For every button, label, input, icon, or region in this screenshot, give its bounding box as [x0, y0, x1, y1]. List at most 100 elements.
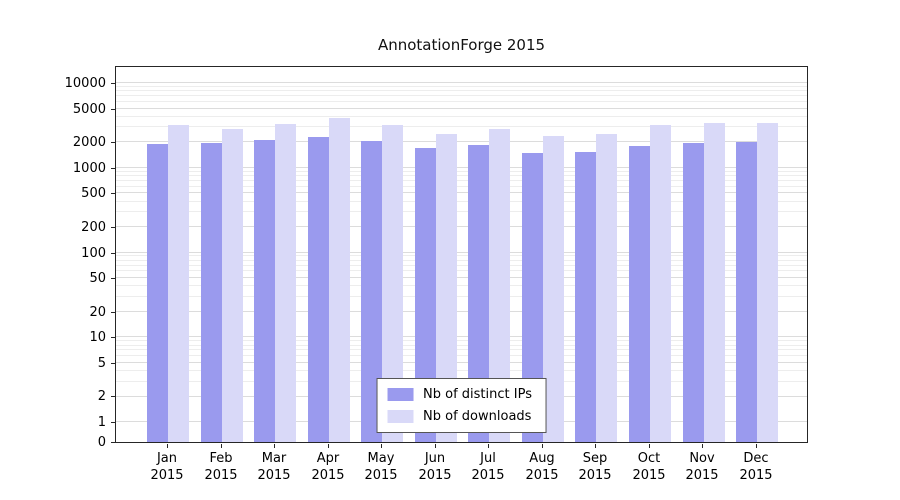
y-tick-label: 500	[81, 186, 106, 201]
y-tick-label: 200	[81, 220, 106, 235]
y-tick	[111, 312, 115, 313]
gridline-minor	[116, 200, 807, 202]
x-tick-month: Jun	[424, 451, 446, 466]
x-tick-year: 2015	[311, 468, 345, 483]
gridline-minor	[116, 344, 807, 346]
y-tick-label: 10	[89, 330, 106, 345]
y-tick-label: 10000	[64, 76, 106, 91]
y-tick	[111, 142, 115, 143]
gridline-minor	[116, 295, 807, 297]
gridline-minor	[116, 370, 807, 371]
y-tick	[111, 193, 115, 194]
bar-distinct-ips-apr	[307, 137, 329, 442]
x-tick	[542, 444, 543, 448]
bar-downloads-jun	[435, 134, 457, 442]
y-tick-label: 1	[97, 415, 106, 430]
x-tick	[328, 444, 329, 448]
x-tick-month: Aug	[529, 451, 555, 466]
x-tick-year: 2015	[150, 468, 184, 483]
x-tick-month: Nov	[689, 451, 715, 466]
bar-downloads-jan	[168, 124, 189, 442]
x-tick	[756, 444, 757, 448]
chart-title: AnnotationForge 2015	[377, 36, 546, 54]
gridline-minor	[116, 185, 807, 187]
gridline-minor	[116, 355, 807, 357]
y-tick	[111, 168, 115, 169]
y-tick-label: 100	[81, 246, 106, 261]
gridline-major	[116, 251, 807, 253]
x-tick-label: Jul 2015	[453, 450, 523, 484]
bar-downloads-mar	[275, 123, 297, 442]
bar-downloads-aug	[542, 135, 564, 442]
bar-distinct-ips-jun	[414, 148, 436, 442]
x-tick	[381, 444, 382, 448]
x-tick	[167, 444, 168, 448]
x-tick-label: Nov 2015	[667, 450, 737, 484]
x-tick-month: May	[367, 451, 395, 466]
x-tick-year: 2015	[525, 468, 559, 483]
gridline-minor	[116, 170, 807, 172]
gridline-minor	[116, 340, 807, 342]
gridline-minor	[116, 126, 807, 128]
x-tick-label: Oct 2015	[614, 450, 684, 484]
x-tick-year: 2015	[739, 468, 773, 483]
y-tick	[111, 278, 115, 279]
x-tick-label: Jun 2015	[400, 450, 470, 484]
bar-distinct-ips-oct	[628, 146, 650, 442]
gridline-major	[116, 192, 807, 194]
y-tick-label: 5	[97, 356, 106, 371]
x-tick-month: Jan	[156, 451, 178, 466]
y-tick-label: 1000	[72, 161, 106, 176]
y-tick	[111, 109, 115, 110]
x-tick-month: Sep	[582, 451, 608, 466]
x-tick	[595, 444, 596, 448]
bar-downloads-jul	[489, 128, 511, 442]
bar-downloads-apr	[328, 117, 350, 442]
x-tick-year: 2015	[204, 468, 238, 483]
y-tick	[111, 363, 115, 364]
legend-swatch-distinct-ips	[387, 388, 414, 401]
y-tick-label: 0	[97, 435, 106, 450]
bar-distinct-ips-mar	[254, 140, 276, 442]
bar-downloads-oct	[649, 124, 671, 442]
gridline-minor	[116, 264, 807, 266]
gridline-minor	[116, 255, 807, 257]
y-tick	[111, 227, 115, 228]
bar-distinct-ips-sep	[575, 151, 597, 442]
x-tick-year: 2015	[364, 468, 398, 483]
gridline-minor	[116, 85, 807, 87]
bar-distinct-ips-jul	[468, 145, 490, 442]
gridline-major	[116, 107, 807, 109]
bar-distinct-ips-aug	[521, 152, 543, 442]
y-tick	[111, 422, 115, 423]
legend-label: Nb of distinct IPs	[423, 387, 532, 402]
bar-downloads-feb	[221, 128, 243, 442]
x-tick	[274, 444, 275, 448]
bar-downloads-may	[382, 124, 404, 442]
y-tick-label: 2	[97, 389, 106, 404]
gridline-minor	[116, 349, 807, 351]
x-tick-label: Jan 2015	[132, 450, 202, 484]
x-tick-label: Apr 2015	[293, 450, 363, 484]
x-tick-month: Mar	[261, 451, 287, 466]
x-tick-month: Feb	[209, 451, 233, 466]
x-tick-year: 2015	[685, 468, 719, 483]
legend-label: Nb of downloads	[423, 409, 532, 424]
gridline-minor	[116, 90, 807, 92]
gridline-major	[116, 310, 807, 312]
bar-downloads-dec	[757, 122, 778, 442]
x-tick-year: 2015	[578, 468, 612, 483]
x-tick-month: Oct	[637, 451, 661, 466]
x-tick-month: Apr	[316, 451, 340, 466]
gridline-minor	[116, 285, 807, 287]
gridline-major	[116, 277, 807, 278]
x-tick-year: 2015	[471, 468, 505, 483]
bar-distinct-ips-dec	[736, 142, 757, 442]
x-tick-label: Mar 2015	[239, 450, 309, 484]
x-tick-year: 2015	[257, 468, 291, 483]
y-tick-label: 2000	[72, 135, 106, 150]
gridline-minor	[116, 95, 807, 97]
gridline-major	[116, 166, 807, 168]
y-tick-label: 5000	[72, 102, 106, 117]
legend: Nb of distinct IPs Nb of downloads	[376, 378, 547, 433]
